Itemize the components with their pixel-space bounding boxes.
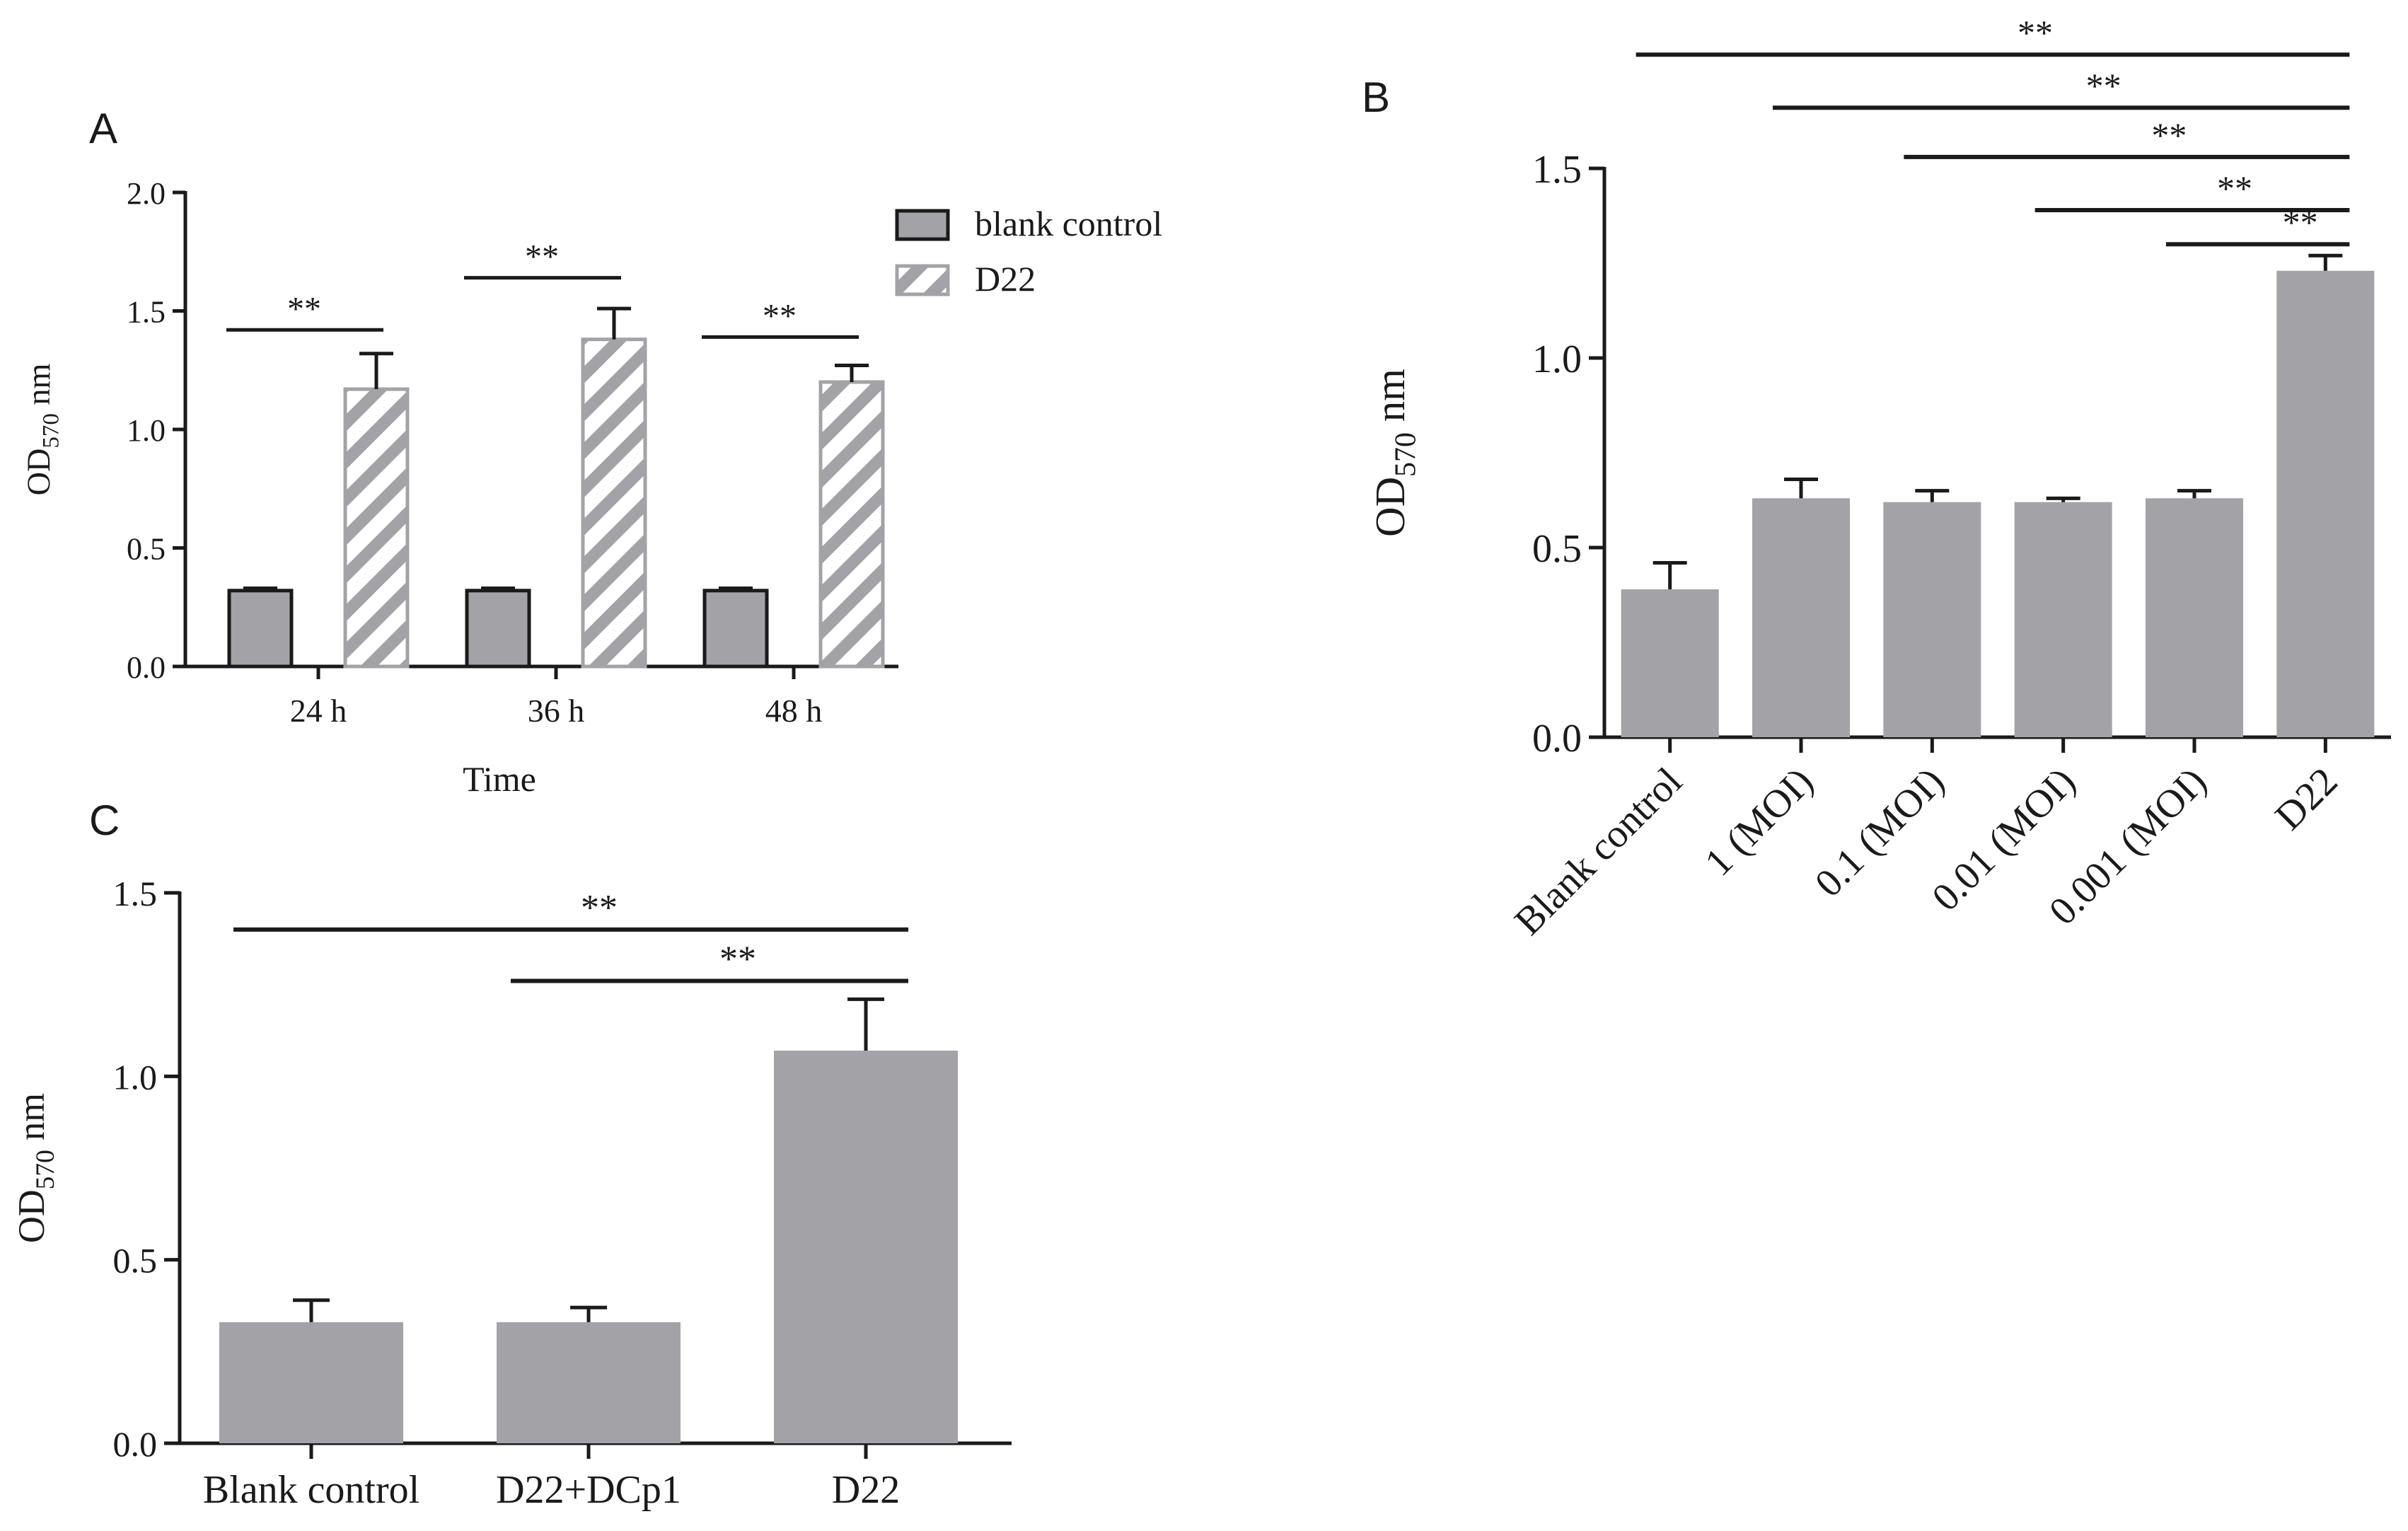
bar-blank-control-0	[227, 589, 294, 669]
significance-label: **	[2018, 13, 2053, 52]
legend-label: blank control	[975, 204, 1162, 243]
legend-label: D22	[975, 259, 1036, 299]
significance-label: **	[719, 939, 756, 979]
y-tick-label: 0.5	[127, 531, 166, 566]
x-tick-label: 1 (MOI)	[1696, 759, 1822, 884]
y-tick-label: 1.5	[127, 294, 166, 329]
bar-blank-control-2	[702, 589, 769, 669]
y-axis-label: OD570 nm	[1367, 369, 1423, 537]
panel-b-chart: 0.0 0.5 1.0 1.5 OD570 nm Blank control 1 (MOI)…	[1367, 13, 2391, 944]
x-tick-label: 24 h	[290, 693, 347, 729]
y-tick-label: 0.0	[127, 650, 166, 685]
y-tick-label: 1.5	[113, 874, 158, 913]
y-axis-label: OD570 nm	[11, 1093, 60, 1243]
bar-4	[2146, 498, 2243, 737]
x-tick-label: D22	[2267, 759, 2346, 838]
y-tick-label: 0.0	[1532, 717, 1582, 761]
x-tick-label: 48 h	[765, 693, 823, 729]
legend-swatch	[895, 264, 950, 296]
x-tick-label: D22	[832, 1468, 900, 1512]
x-tick-label: D22+DCp1	[496, 1468, 681, 1512]
x-tick-label: Blank control	[1506, 759, 1690, 943]
significance-label: **	[2283, 202, 2318, 242]
significance-label: **	[2217, 168, 2252, 208]
legend: blank control D22	[895, 204, 1162, 299]
panel-c-chart: 0.0 0.5 1.0 1.5 OD570 nm Blank control D22+DCp…	[11, 874, 1012, 1512]
panel-letter-b: B	[1362, 74, 1390, 121]
bar-2	[1883, 502, 1981, 737]
y-tick-label: 1.0	[113, 1057, 158, 1097]
y-tick-label: 0.5	[1532, 527, 1582, 571]
bar-D22-0	[343, 387, 410, 669]
y-tick-label: 1.5	[1532, 148, 1582, 192]
bar-blank-control-1	[465, 589, 531, 669]
x-axis-label: Time	[463, 759, 536, 799]
bar-1	[497, 1322, 681, 1443]
y-axis-label: OD570 nm	[21, 364, 64, 496]
significance-label: **	[581, 888, 618, 928]
x-tick-label: 36 h	[528, 693, 585, 729]
panel-letter-c: C	[89, 797, 120, 844]
bar-3	[2014, 502, 2112, 737]
significance-label: **	[287, 290, 321, 328]
panel-a-chart: 0.0 0.5 1.0 1.5 2.0 OD570 nm 24 h ** 36 h ** 48 h *…	[21, 176, 1162, 799]
bar-0	[1621, 589, 1719, 737]
significance-label: **	[525, 238, 559, 276]
y-tick-label: 1.0	[127, 413, 166, 448]
legend-swatch	[895, 209, 950, 241]
significance-label: **	[763, 297, 797, 335]
x-tick-label: Blank control	[203, 1468, 419, 1512]
significance-label: **	[2151, 115, 2187, 155]
bar-D22-2	[818, 380, 885, 669]
bar-0	[219, 1322, 403, 1443]
bar-2	[774, 1051, 958, 1443]
significance-label: **	[2086, 66, 2122, 105]
bar-1	[1752, 498, 1850, 737]
y-tick-label: 0.0	[113, 1424, 158, 1464]
panel-letter-a: A	[89, 105, 117, 152]
bar-D22-1	[581, 337, 647, 669]
y-tick-label: 2.0	[127, 176, 166, 211]
y-tick-label: 0.5	[113, 1241, 158, 1281]
bar-5	[2276, 270, 2375, 738]
y-tick-label: 1.0	[1532, 337, 1582, 381]
